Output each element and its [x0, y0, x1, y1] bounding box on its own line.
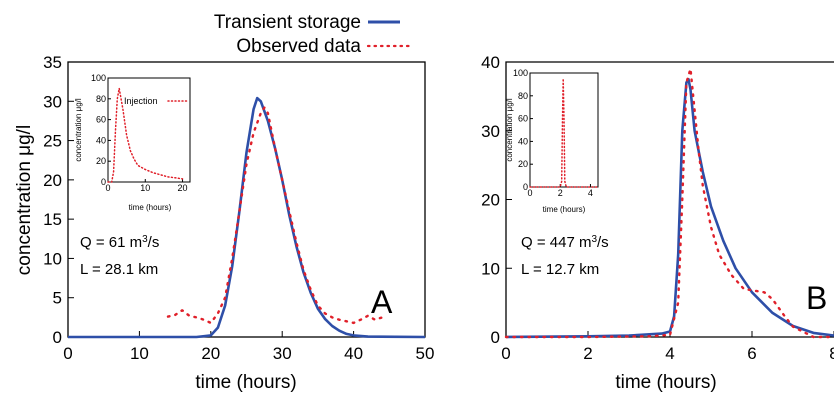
panel-a-series-observed — [166, 106, 384, 325]
panel-b-xtick-label: 4 — [665, 344, 674, 363]
panel-b-xtick-label: 2 — [583, 344, 592, 363]
panel-a-frame — [67, 61, 426, 338]
panel-a-inset-xtick-label: 10 — [140, 183, 150, 193]
panel-a-inset-frame — [107, 77, 191, 183]
panel-b-inset-ytick-label: 80 — [518, 91, 528, 101]
panel-a-ytick-label: 5 — [53, 289, 62, 308]
panel-b-inset-ytick-label: 0 — [523, 182, 528, 192]
panel-a-inset-ytick-label: 0 — [101, 177, 106, 187]
panel-a-annotation-l: L = 28.1 km — [80, 261, 158, 278]
panel-a-inset-ytick-label: 60 — [96, 115, 106, 125]
panel-a-inset-ytick-label: 100 — [91, 73, 106, 83]
panel-b-ytick-label: 10 — [481, 259, 500, 278]
panel-b-xtick-label: 6 — [747, 344, 756, 363]
panel-b-inset-ytick-label: 40 — [518, 136, 528, 146]
panel-b-letter: B — [806, 280, 827, 316]
panel-b-inset-ytick-label: 60 — [518, 114, 528, 124]
panel-a-xtick-label: 30 — [273, 344, 292, 363]
panel-a-annotation-q: Q = 61 m3/s — [80, 234, 159, 252]
panel-b-ytick-label: 20 — [481, 191, 500, 210]
panel-a-inset-ytick-label: 80 — [96, 94, 106, 104]
panel-a-ylabel: concentration μg/l — [14, 125, 35, 275]
panel-b-ytick-label: 30 — [481, 122, 500, 141]
panel-a-ytick-label: 25 — [43, 132, 62, 151]
panel-a-inset-ytick-label: 40 — [96, 135, 106, 145]
panel-b-annotation-q: Q = 447 m3/s — [521, 234, 609, 252]
panel-a-letter: A — [371, 284, 393, 320]
panel-b-inset-series-observed — [529, 77, 599, 188]
panel-a-inset: 0 10 20 0 20 40 60 80 100 time (hours) concentra… — [74, 73, 191, 212]
panel-b-annotation-l: L = 12.7 km — [521, 261, 599, 278]
panel-a-ytick-label: 0 — [53, 328, 62, 347]
panel-a-ytick-label: 30 — [43, 92, 62, 111]
panel-a-xtick-label: 20 — [201, 344, 220, 363]
panel-a-inset-ylabel: concentration μg/l — [74, 98, 83, 162]
panel-b-inset-xtick-label: 4 — [588, 188, 593, 198]
panel-b-series-observed — [504, 67, 834, 339]
panel-a-xtick-label: 10 — [130, 344, 149, 363]
panel-b-inset-ytick-label: 20 — [518, 159, 528, 169]
panel-b-inset-xtick-label: 2 — [558, 188, 563, 198]
panel-b-series-model — [505, 77, 834, 339]
panel-a-inset-marks: 0 10 20 0 20 40 60 80 100 — [91, 73, 188, 193]
panel-a-inset-legend-label: Injection — [124, 96, 158, 106]
panel-a-inset-series-observed — [107, 87, 184, 183]
panel-b-inset-ytick-label: 100 — [513, 68, 528, 78]
panel-a: 0 10 20 30 40 50 0 5 10 15 20 25 30 35 time (hours) c… — [14, 53, 434, 393]
panel-a-inset-xtick-label: 0 — [105, 183, 110, 193]
panel-b-inset-xtick-label: 0 — [527, 188, 532, 198]
panel-a-ytick-label: 15 — [43, 210, 62, 229]
panel-b-inset-ylabel: concentration μg/l — [505, 98, 514, 162]
panel-b-xlabel: time (hours) — [615, 372, 716, 393]
legend: Transient storage Observed data — [214, 12, 412, 57]
panel-a-ytick-label: 20 — [43, 171, 62, 190]
legend-observed-label: Observed data — [236, 36, 361, 57]
panel-b: 02468010203040 time (hours) Q = 447 m3/s… — [481, 53, 834, 393]
panel-a-inset-xtick-label: 20 — [178, 183, 188, 193]
panel-a-ytick-label: 35 — [43, 53, 62, 72]
panel-b-xtick-label: 8 — [829, 344, 834, 363]
legend-model-label: Transient storage — [214, 12, 361, 33]
panel-a-marks: 0 10 20 30 40 50 0 5 10 15 20 25 30 35 — [43, 53, 434, 363]
panel-a-xlabel: time (hours) — [195, 372, 296, 393]
panel-b-inset-xlabel: time (hours) — [543, 205, 586, 214]
panel-a-inset-ytick-label: 20 — [96, 156, 106, 166]
panel-b-xtick-label: 0 — [501, 344, 510, 363]
panel-a-ytick-label: 10 — [43, 249, 62, 268]
panel-b-ytick-label: 0 — [491, 328, 500, 347]
panel-a-inset-xlabel: time (hours) — [129, 203, 172, 212]
panel-b-marks: 02468010203040 — [481, 53, 834, 363]
panel-b-ytick-label: 40 — [481, 53, 500, 72]
panel-a-xtick-label: 50 — [416, 344, 435, 363]
panel-a-xtick-label: 40 — [344, 344, 363, 363]
panel-a-xtick-label: 0 — [63, 344, 72, 363]
